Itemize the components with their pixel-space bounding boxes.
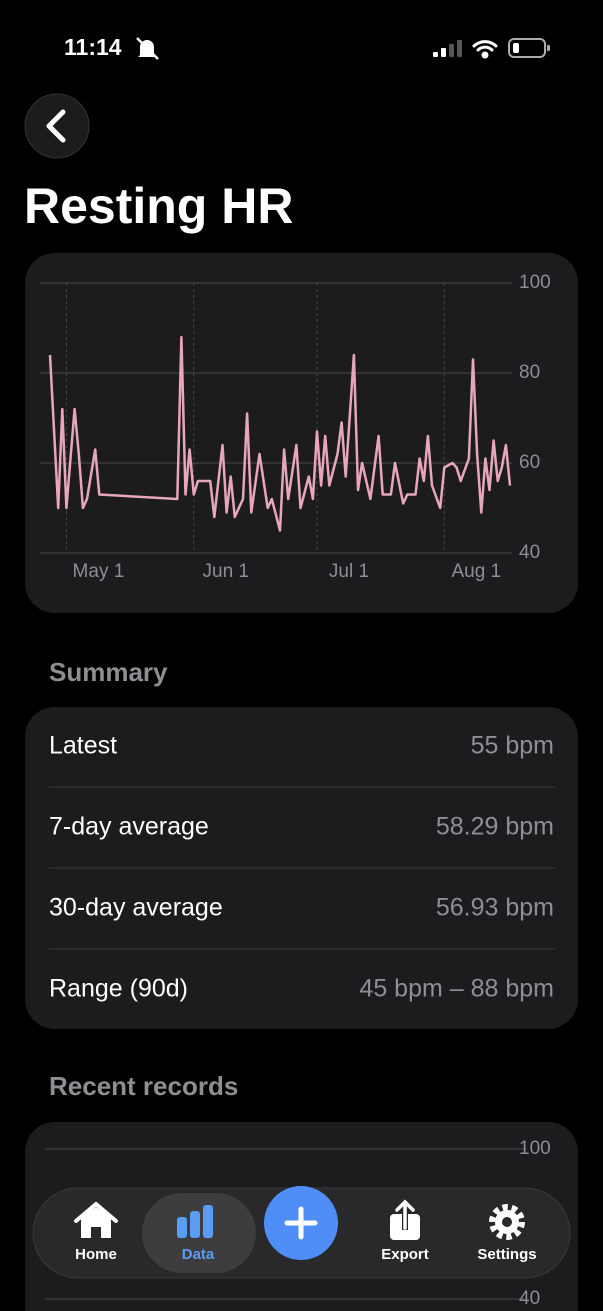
tab-label[interactable]: Home — [75, 1246, 117, 1263]
y-tick-label: 40 — [519, 542, 540, 563]
page-title: Resting HR — [24, 178, 293, 234]
x-tick-label: Jul 1 — [329, 561, 369, 582]
y-tick-label: 100 — [519, 272, 551, 293]
home-icon — [74, 1202, 118, 1238]
back-button[interactable] — [24, 93, 90, 159]
add-button[interactable] — [264, 1186, 338, 1260]
records-chart: 40 100 — [45, 1138, 551, 1309]
settings-icon — [489, 1204, 525, 1240]
chart: 40 60 80 100 May 1 Jun 1 Jul 1 Aug 1 — [40, 272, 551, 582]
summary-value: 56.93 bpm — [436, 894, 554, 922]
tab-label[interactable]: Settings — [477, 1246, 536, 1263]
section-title: Summary — [49, 657, 168, 687]
status-time: 11:14 — [64, 34, 122, 60]
data-line — [48, 335, 512, 532]
summary-label: 30-day average — [49, 894, 223, 922]
battery-icon — [508, 38, 550, 58]
y-tick-label: 100 — [519, 1138, 551, 1159]
summary-value: 55 bpm — [471, 732, 554, 760]
tab-label[interactable]: Data — [182, 1246, 215, 1263]
signal-icon — [433, 40, 462, 57]
y-tick-label: 40 — [519, 1288, 540, 1309]
mute-icon — [136, 37, 159, 60]
summary-label: Latest — [49, 732, 117, 760]
summary-label: 7-day average — [49, 813, 209, 841]
wifi-icon — [472, 40, 498, 59]
tab-bar: Home Data Export Settings — [32, 1186, 571, 1279]
x-tick-label: Aug 1 — [451, 561, 501, 582]
x-tick-label: Jun 1 — [203, 561, 249, 582]
summary-value: 45 bpm – 88 bpm — [359, 975, 554, 1003]
chart-card — [25, 253, 578, 613]
summary-list: Latest 55 bpm 7-day average 58.29 bpm 30-day… — [49, 732, 555, 1003]
y-tick-label: 60 — [519, 452, 540, 473]
summary-label: Range (90d) — [49, 975, 188, 1003]
section-title: Recent records — [49, 1071, 238, 1101]
tab-label[interactable]: Export — [381, 1246, 429, 1263]
x-tick-label: May 1 — [73, 561, 125, 582]
data-icon — [177, 1205, 213, 1238]
export-icon — [390, 1197, 420, 1240]
y-tick-label: 80 — [519, 362, 540, 383]
summary-value: 58.29 bpm — [436, 813, 554, 841]
